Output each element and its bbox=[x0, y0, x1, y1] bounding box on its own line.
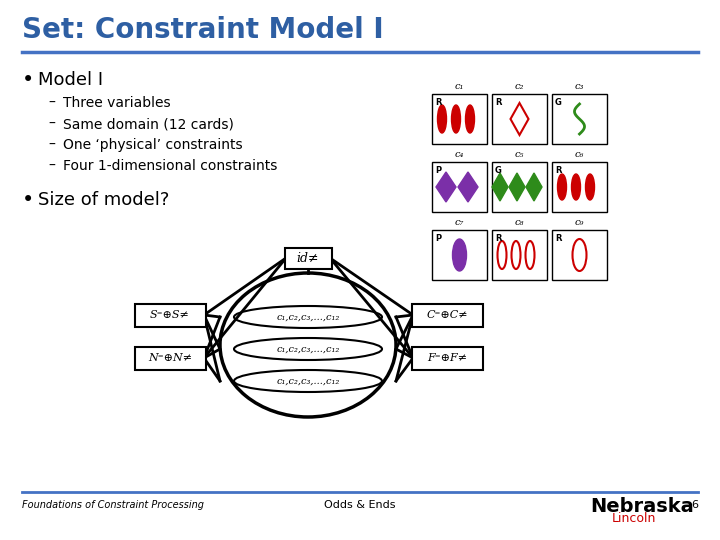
Text: –: – bbox=[48, 117, 55, 131]
FancyBboxPatch shape bbox=[492, 94, 547, 144]
Text: R: R bbox=[495, 98, 502, 107]
Text: c₁,c₂,c₃,...,c₁₂: c₁,c₂,c₃,...,c₁₂ bbox=[276, 376, 340, 386]
Text: G: G bbox=[555, 98, 562, 107]
Text: Nebraska: Nebraska bbox=[590, 497, 694, 516]
Text: c₃: c₃ bbox=[575, 82, 584, 91]
Text: Set: Constraint Model I: Set: Constraint Model I bbox=[22, 16, 384, 44]
FancyBboxPatch shape bbox=[492, 162, 547, 212]
Ellipse shape bbox=[466, 105, 474, 133]
Text: Three variables: Three variables bbox=[63, 96, 171, 110]
Text: –: – bbox=[48, 159, 55, 173]
Text: c₆: c₆ bbox=[575, 150, 584, 159]
Text: R: R bbox=[495, 234, 502, 243]
Text: c₁,c₂,c₃,...,c₁₂: c₁,c₂,c₃,...,c₁₂ bbox=[276, 345, 340, 354]
FancyBboxPatch shape bbox=[552, 230, 607, 280]
FancyBboxPatch shape bbox=[432, 94, 487, 144]
Text: R: R bbox=[555, 166, 562, 175]
Ellipse shape bbox=[451, 105, 461, 133]
Text: c₄: c₄ bbox=[455, 150, 464, 159]
FancyBboxPatch shape bbox=[492, 230, 547, 280]
Text: R: R bbox=[435, 98, 441, 107]
Text: F⁼⊕F≠: F⁼⊕F≠ bbox=[427, 353, 467, 363]
Text: N⁼⊕N≠: N⁼⊕N≠ bbox=[148, 353, 192, 363]
Text: 6: 6 bbox=[691, 500, 698, 510]
Text: Lincoln: Lincoln bbox=[612, 512, 657, 525]
FancyBboxPatch shape bbox=[552, 162, 607, 212]
Text: c₅: c₅ bbox=[515, 150, 524, 159]
Ellipse shape bbox=[572, 174, 580, 200]
Text: R: R bbox=[555, 234, 562, 243]
FancyBboxPatch shape bbox=[135, 347, 205, 369]
Text: Model I: Model I bbox=[38, 71, 103, 89]
Ellipse shape bbox=[452, 239, 467, 271]
Text: Size of model?: Size of model? bbox=[38, 191, 169, 209]
Ellipse shape bbox=[585, 174, 595, 200]
Text: •: • bbox=[22, 70, 35, 90]
Text: c₇: c₇ bbox=[455, 218, 464, 227]
Text: P: P bbox=[435, 166, 441, 175]
FancyBboxPatch shape bbox=[432, 162, 487, 212]
FancyBboxPatch shape bbox=[432, 230, 487, 280]
FancyBboxPatch shape bbox=[135, 303, 205, 327]
Text: G: G bbox=[495, 166, 502, 175]
FancyBboxPatch shape bbox=[412, 347, 482, 369]
FancyBboxPatch shape bbox=[552, 94, 607, 144]
Text: •: • bbox=[22, 190, 35, 210]
Text: Odds & Ends: Odds & Ends bbox=[324, 500, 396, 510]
Polygon shape bbox=[436, 172, 456, 202]
Text: S⁼⊕S≠: S⁼⊕S≠ bbox=[150, 310, 190, 320]
Polygon shape bbox=[458, 172, 478, 202]
Text: c₁: c₁ bbox=[455, 82, 464, 91]
Text: Four 1-dimensional constraints: Four 1-dimensional constraints bbox=[63, 159, 277, 173]
Text: C⁼⊕C≠: C⁼⊕C≠ bbox=[426, 310, 468, 320]
Text: –: – bbox=[48, 138, 55, 152]
Polygon shape bbox=[526, 173, 542, 201]
Polygon shape bbox=[509, 173, 525, 201]
Text: c₁,c₂,c₃,...,c₁₂: c₁,c₂,c₃,...,c₁₂ bbox=[276, 313, 340, 321]
Text: c₉: c₉ bbox=[575, 218, 584, 227]
Ellipse shape bbox=[438, 105, 446, 133]
Text: Same domain (12 cards): Same domain (12 cards) bbox=[63, 117, 234, 131]
FancyBboxPatch shape bbox=[412, 303, 482, 327]
Text: Foundations of Constraint Processing: Foundations of Constraint Processing bbox=[22, 500, 204, 510]
Text: One ‘physical’ constraints: One ‘physical’ constraints bbox=[63, 138, 243, 152]
Polygon shape bbox=[492, 173, 508, 201]
FancyBboxPatch shape bbox=[284, 247, 331, 268]
Text: –: – bbox=[48, 96, 55, 110]
Ellipse shape bbox=[557, 174, 567, 200]
Text: c₈: c₈ bbox=[515, 218, 524, 227]
Text: P: P bbox=[435, 234, 441, 243]
Text: id≠: id≠ bbox=[297, 252, 319, 265]
Text: c₂: c₂ bbox=[515, 82, 524, 91]
